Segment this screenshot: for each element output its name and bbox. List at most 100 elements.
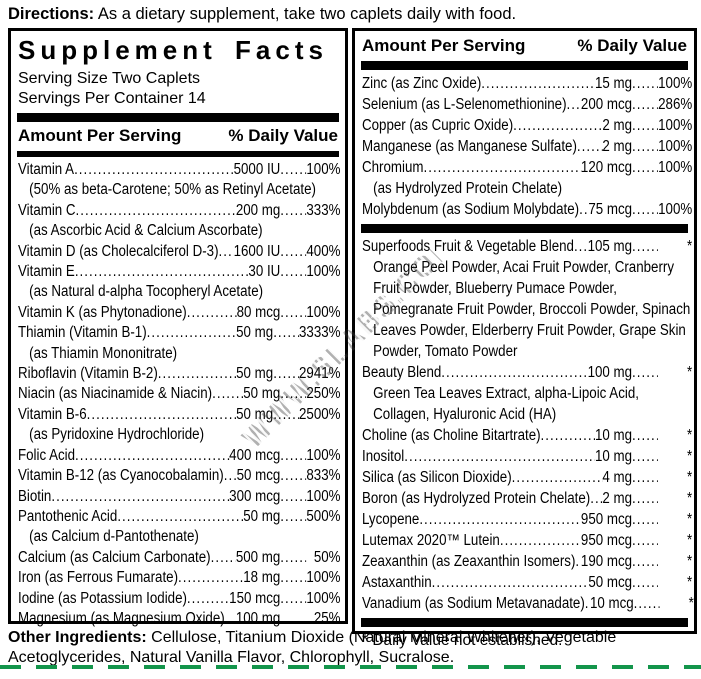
dot-leader	[280, 609, 306, 629]
nutrient-note: (as Calcium d-Pantothenate)	[29, 528, 199, 546]
dot-leader	[632, 136, 658, 157]
dot-leader	[634, 593, 660, 614]
divider-bar	[17, 113, 339, 122]
divider-bar	[361, 61, 688, 70]
nutrient-daily-value: *	[687, 364, 693, 381]
dot-leader	[273, 405, 299, 425]
dot-leader	[632, 94, 658, 115]
nutrient-amount: 150 mcg	[229, 589, 281, 607]
nutrient-daily-value: *	[687, 532, 693, 549]
dot-leader	[280, 303, 306, 323]
nutrient-daily-value: 3333%	[298, 324, 341, 342]
nutrient-row: Manganese (as Manganese Sulfate) 2 mg 100%	[362, 136, 692, 157]
amount-per-serving-header: Amount Per Serving	[362, 36, 526, 55]
supplement-facts-panel-left: Supplement Facts Serving Size Two Caplet…	[8, 28, 348, 627]
dot-leader	[590, 488, 602, 509]
nutrient-row: Inositol 10 mg *	[362, 446, 692, 467]
nutrient-amount: 500 mg	[235, 548, 281, 566]
nutrient-daily-value: 2500%	[298, 405, 341, 423]
nutrient-row: Niacin (as Niacinamide & Niacin) 50 mg 250…	[18, 384, 341, 404]
nutrient-name: Manganese (as Manganese Sulfate)	[362, 138, 577, 155]
nutrient-name: Zinc (as Zinc Oxide)	[362, 75, 482, 92]
nutrient-name: Molybdenum (as Sodium Molybdate)	[362, 201, 580, 218]
dot-leader	[632, 157, 658, 178]
dot-leader	[632, 530, 658, 551]
dot-leader	[280, 160, 306, 180]
nutrient-amount: 400 mcg	[229, 446, 281, 464]
nutrient-row: Zeaxanthin (as Zeaxanthin Isomers)190 mc…	[362, 551, 692, 572]
nutrient-name: Vanadium (as Sodium Metavanadate)	[362, 595, 585, 612]
dot-leader	[567, 94, 581, 115]
nutrient-row: Vitamin E 30 IU 100%	[18, 262, 341, 282]
column-header-row: Amount Per Serving % Daily Value	[18, 125, 338, 147]
nutrient-name: Copper (as Cupric Oxide)	[362, 117, 514, 134]
nutrient-amount: 105 mg	[587, 238, 633, 255]
dot-leader	[423, 157, 580, 178]
nutrient-amount: 80 mcg	[236, 303, 281, 321]
nutrient-daily-value: 25%	[313, 609, 341, 627]
dot-leader	[280, 589, 306, 609]
nutrient-amount: 30 IU	[248, 263, 281, 281]
nutrient-amount: 120 mcg	[580, 159, 633, 176]
nutrient-amount: 950 mcg	[580, 532, 633, 549]
nutrient-amount: 200 mg	[235, 201, 281, 219]
nutrient-name: Silica (as Silicon Dioxide)	[362, 469, 512, 486]
dot-leader	[579, 199, 588, 220]
nutrient-row: Molybdenum (as Sodium Molybdate) 75 mcg 10…	[362, 199, 692, 220]
dot-leader	[187, 589, 229, 609]
nutrient-amount: 50 mcg	[236, 467, 281, 485]
nutrient-row: Riboflavin (Vitamin B-2) 50 mg 2941%	[18, 364, 341, 384]
dot-leader	[219, 242, 234, 262]
dot-leader	[280, 548, 306, 568]
dot-leader	[500, 530, 581, 551]
nutrient-row: Superfoods Fruit & Vegetable Blend 105 mg…	[362, 236, 692, 257]
nutrient-amount: 100 mg	[235, 609, 281, 627]
nutrient-row: Vitamin A 5000 IU 100%	[18, 160, 341, 180]
dot-leader	[512, 467, 603, 488]
dot-leader	[280, 507, 306, 527]
daily-value-header: % Daily Value	[577, 36, 687, 55]
nutrient-name: Boron (as Hydrolyzed Protein Chelate)	[362, 490, 591, 507]
dot-leader	[75, 446, 229, 466]
dot-leader	[632, 446, 658, 467]
nutrient-row: Selenium (as L-Selenomethionine) 200 mcg 2…	[362, 94, 692, 115]
nutrient-daily-value: *	[687, 511, 693, 528]
nutrient-daily-value: 100%	[306, 161, 341, 178]
nutrient-name: Vitamin K (as Phytonadione)	[18, 303, 187, 321]
nutrient-name: Thiamin (Vitamin B-1)	[18, 324, 147, 342]
dot-leader	[632, 572, 658, 593]
dot-leader	[513, 115, 602, 136]
daily-value-footnote: * Daily Value not established.	[362, 632, 563, 649]
nutrient-name: Vitamin E	[18, 263, 75, 281]
other-ingredients-text: Cellulose, Titanium Dioxide (Natural Min…	[8, 629, 617, 666]
nutrient-name: Astaxanthin	[362, 574, 432, 591]
nutrient-amount: 4 mg	[602, 469, 633, 486]
daily-value-header: % Daily Value	[228, 126, 338, 145]
dot-leader	[75, 262, 249, 282]
nutrient-name: Choline (as Choline Bitartrate)	[362, 427, 541, 444]
nutrient-amount: 50 mg	[236, 365, 274, 383]
dot-leader	[158, 364, 236, 384]
nutrient-daily-value: 833%	[306, 467, 341, 485]
dot-leader	[481, 73, 595, 94]
nutrient-row: Calcium (as Calcium Carbonate) 500 mg 50%	[18, 548, 341, 568]
nutrient-amount: 5000 IU	[233, 161, 281, 178]
dot-leader	[280, 446, 306, 466]
dot-leader	[441, 362, 587, 383]
nutrient-amount: 75 mcg	[588, 201, 633, 218]
nutrient-name: Lutemax 2020™ Lutein	[362, 532, 500, 549]
dot-leader	[280, 201, 306, 221]
nutrient-rows-left: Vitamin A 5000 IU 100% (50% as beta-Caroten…	[18, 160, 341, 629]
nutrient-amount: 50 mg	[243, 507, 281, 525]
nutrient-row: Lycopene 950 mcg *	[362, 509, 692, 530]
nutrient-name: Magnesium (as Magnesium Oxide)	[18, 609, 225, 627]
divider-bar	[361, 618, 688, 627]
nutrient-row: Chromium 120 mcg 100%	[362, 157, 692, 178]
nutrient-daily-value: 100%	[306, 446, 341, 464]
dot-leader	[632, 199, 658, 220]
nutrient-name: Beauty Blend	[362, 364, 442, 381]
column-header-row: Amount Per Serving % Daily Value	[362, 35, 687, 57]
dot-leader	[178, 568, 243, 588]
nutrient-row: Vitamin D (as Cholecalciferol D-3) 1600 I…	[18, 242, 341, 262]
nutrient-daily-value: 100%	[306, 263, 341, 281]
